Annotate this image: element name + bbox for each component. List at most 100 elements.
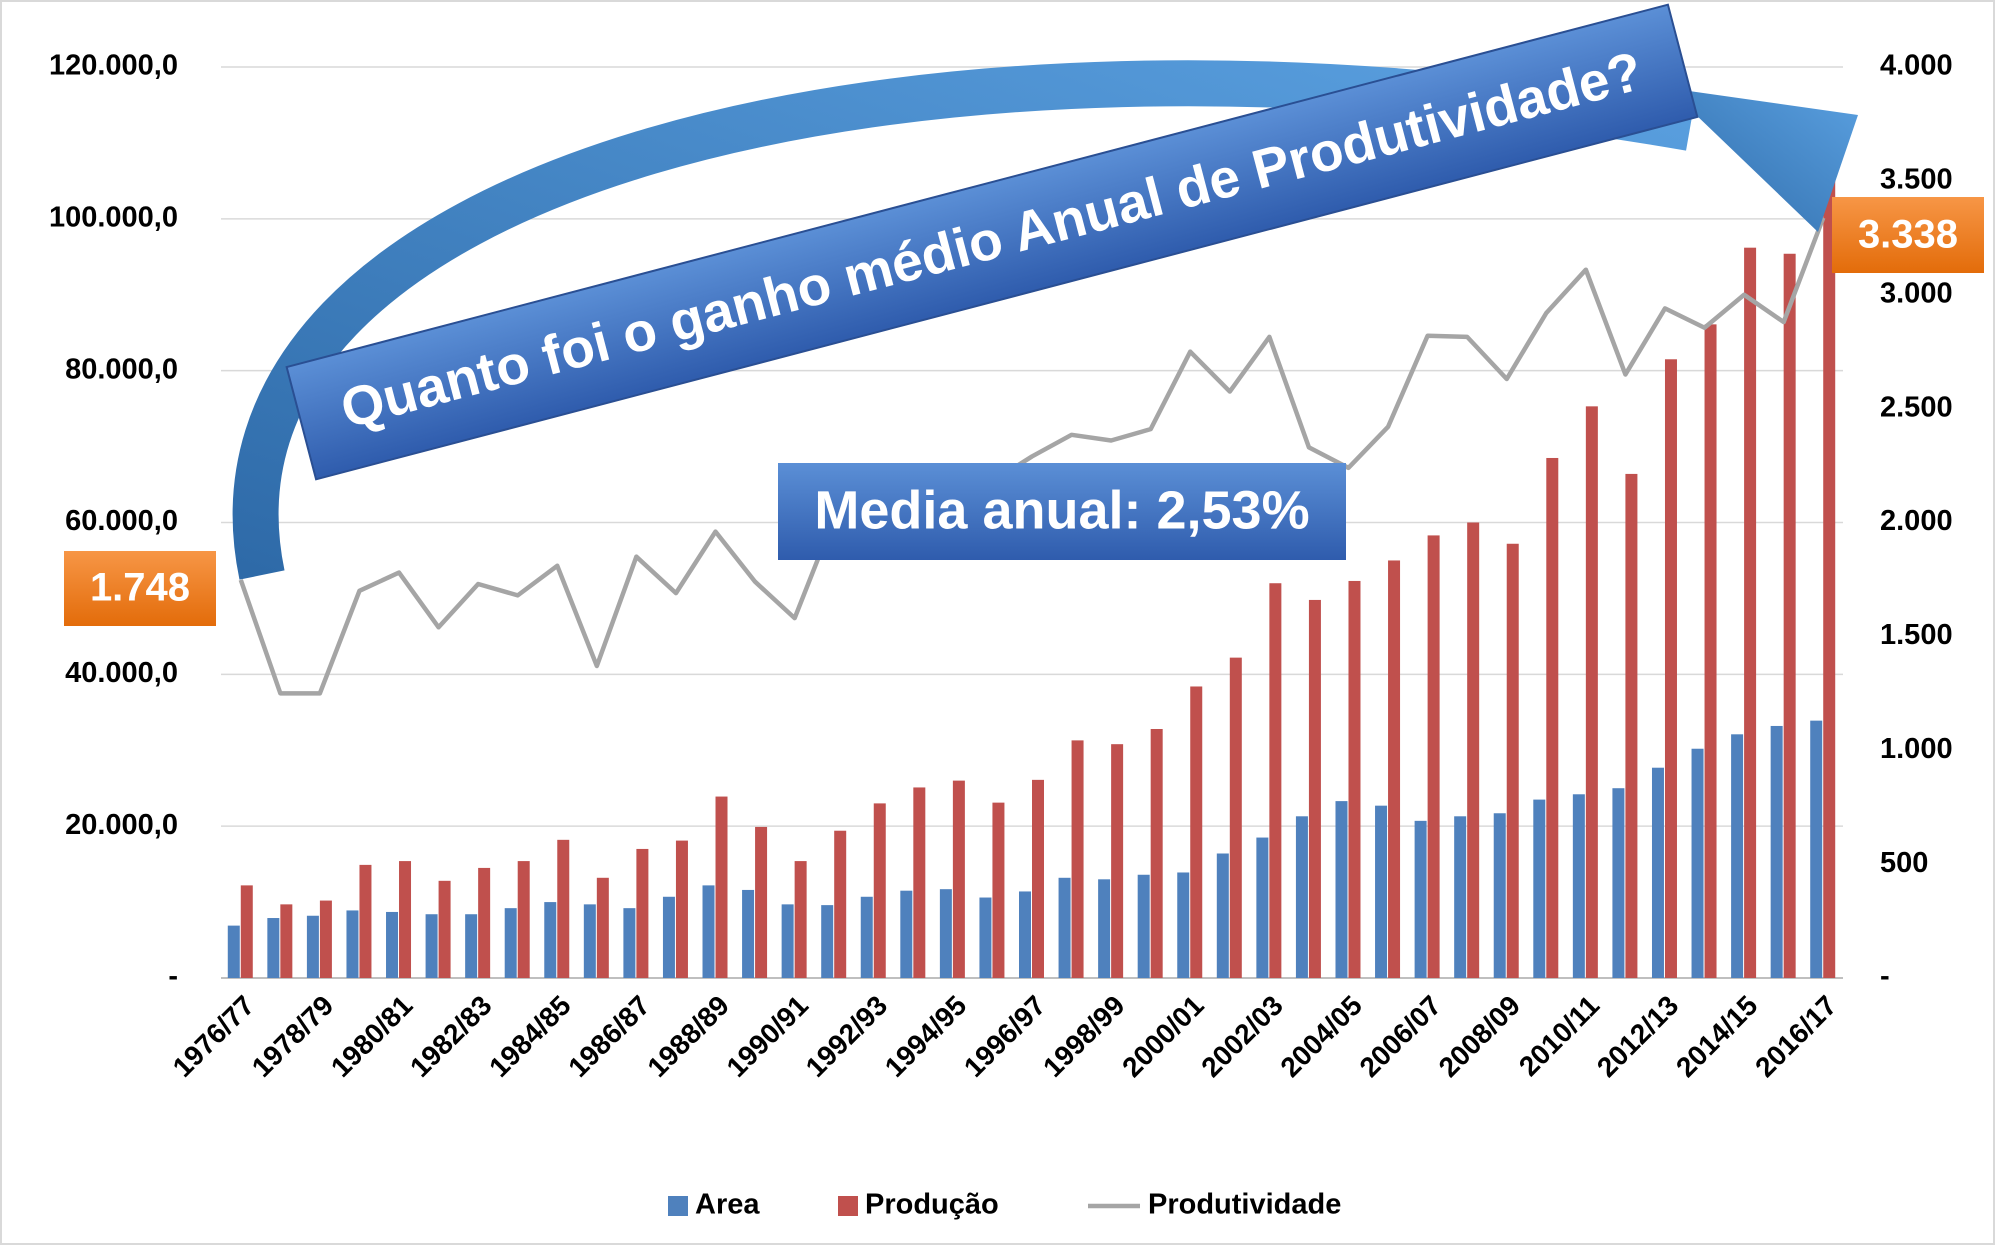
bar bbox=[1625, 474, 1637, 978]
y2-tick-label: 3.500 bbox=[1880, 164, 1953, 196]
y-tick-label: - bbox=[168, 961, 178, 993]
bar bbox=[1032, 780, 1044, 978]
y2-tick-label: 1.500 bbox=[1880, 619, 1953, 651]
y-tick-label: 40.000,0 bbox=[65, 657, 178, 689]
bar bbox=[953, 781, 965, 978]
bar bbox=[1573, 794, 1585, 978]
bar bbox=[742, 890, 754, 978]
bar bbox=[1098, 879, 1110, 978]
bar bbox=[346, 910, 358, 978]
bar bbox=[1744, 248, 1756, 978]
bar bbox=[1269, 583, 1281, 978]
bar bbox=[636, 849, 648, 978]
bar bbox=[399, 861, 411, 978]
y2-tick-label: 2.500 bbox=[1880, 391, 1953, 423]
bar bbox=[505, 908, 517, 978]
x-tick-label: 1992/93 bbox=[800, 990, 893, 1083]
bar bbox=[1072, 740, 1084, 978]
bar bbox=[307, 916, 319, 978]
x-tick-label: 1996/97 bbox=[958, 990, 1051, 1083]
x-tick-label: 1986/87 bbox=[562, 990, 655, 1083]
bar bbox=[623, 908, 635, 978]
x-tick-label: 2006/07 bbox=[1354, 990, 1447, 1083]
bar bbox=[1151, 729, 1163, 978]
bar bbox=[1546, 458, 1558, 978]
chart: -20.000,040.000,060.000,080.000,0100.000… bbox=[0, 0, 1995, 1245]
x-tick-label: 2008/09 bbox=[1433, 990, 1526, 1083]
annotations: Quanto foi o ganho médio Anual de Produt… bbox=[64, 5, 1984, 626]
bar bbox=[782, 904, 794, 978]
y2-tick-label: 2.000 bbox=[1880, 505, 1953, 537]
x-tick-label: 1990/91 bbox=[721, 990, 814, 1083]
bar bbox=[676, 841, 688, 978]
x-tick-label: 2004/05 bbox=[1274, 990, 1367, 1083]
y-tick-label: 120.000,0 bbox=[49, 50, 178, 82]
bar bbox=[979, 898, 991, 978]
bar bbox=[1296, 816, 1308, 978]
bar bbox=[1375, 806, 1387, 978]
bar bbox=[940, 889, 952, 978]
legend-swatch bbox=[838, 1196, 858, 1216]
bar bbox=[663, 897, 675, 978]
bar bbox=[1335, 801, 1347, 978]
bar bbox=[1494, 813, 1506, 978]
bar bbox=[280, 904, 292, 978]
bar bbox=[1705, 324, 1717, 978]
bar bbox=[557, 840, 569, 978]
y2-tick-label: - bbox=[1880, 961, 1890, 993]
bar bbox=[913, 787, 925, 978]
bar bbox=[465, 914, 477, 978]
bar bbox=[426, 914, 438, 978]
bar bbox=[544, 902, 556, 978]
bar bbox=[1586, 406, 1598, 978]
bar bbox=[1230, 658, 1242, 978]
bar bbox=[1059, 878, 1071, 978]
bar bbox=[597, 878, 609, 978]
bar bbox=[992, 803, 1004, 978]
bar bbox=[1256, 838, 1268, 978]
x-tick-label: 1978/79 bbox=[246, 990, 339, 1083]
y2-tick-label: 3.000 bbox=[1880, 277, 1953, 309]
bar bbox=[1217, 853, 1229, 978]
bar bbox=[359, 865, 371, 978]
x-tick-label: 2012/13 bbox=[1591, 990, 1684, 1083]
x-tick-label: 2016/17 bbox=[1749, 990, 1842, 1083]
bar bbox=[1731, 734, 1743, 978]
bar bbox=[874, 803, 886, 978]
bar bbox=[1177, 872, 1189, 978]
y-tick-label: 100.000,0 bbox=[49, 201, 178, 233]
x-tick-label: 1988/89 bbox=[641, 990, 734, 1083]
legend-label: Produção bbox=[865, 1189, 999, 1221]
bar bbox=[439, 881, 451, 978]
bar bbox=[584, 904, 596, 978]
bar bbox=[1533, 800, 1545, 978]
x-tick-label: 2000/01 bbox=[1116, 990, 1209, 1083]
bar bbox=[478, 868, 490, 978]
bar bbox=[1665, 359, 1677, 978]
x-tick-label: 1976/77 bbox=[167, 990, 260, 1083]
bar bbox=[1771, 726, 1783, 978]
bar bbox=[716, 797, 728, 978]
bar bbox=[1454, 816, 1466, 978]
bar bbox=[1652, 768, 1664, 978]
bar bbox=[1138, 875, 1150, 978]
end-text: 3.338 bbox=[1858, 213, 1958, 257]
x-tick-label: 1984/85 bbox=[483, 990, 576, 1083]
bar bbox=[267, 918, 279, 978]
y-tick-label: 80.000,0 bbox=[65, 353, 178, 385]
legend-swatch bbox=[668, 1196, 688, 1216]
bar bbox=[386, 912, 398, 978]
bar bbox=[1612, 788, 1624, 978]
x-tick-label: 1982/83 bbox=[404, 990, 497, 1083]
bar bbox=[1348, 581, 1360, 978]
y2-tick-label: 500 bbox=[1880, 847, 1928, 879]
bar bbox=[1415, 821, 1427, 978]
bar bbox=[228, 926, 240, 978]
bar bbox=[1190, 686, 1202, 978]
x-tick-label: 1994/95 bbox=[879, 990, 972, 1083]
x-tick-label: 1998/99 bbox=[1037, 990, 1130, 1083]
bar bbox=[518, 861, 530, 978]
start-text: 1.748 bbox=[90, 566, 190, 610]
y-tick-label: 20.000,0 bbox=[65, 809, 178, 841]
